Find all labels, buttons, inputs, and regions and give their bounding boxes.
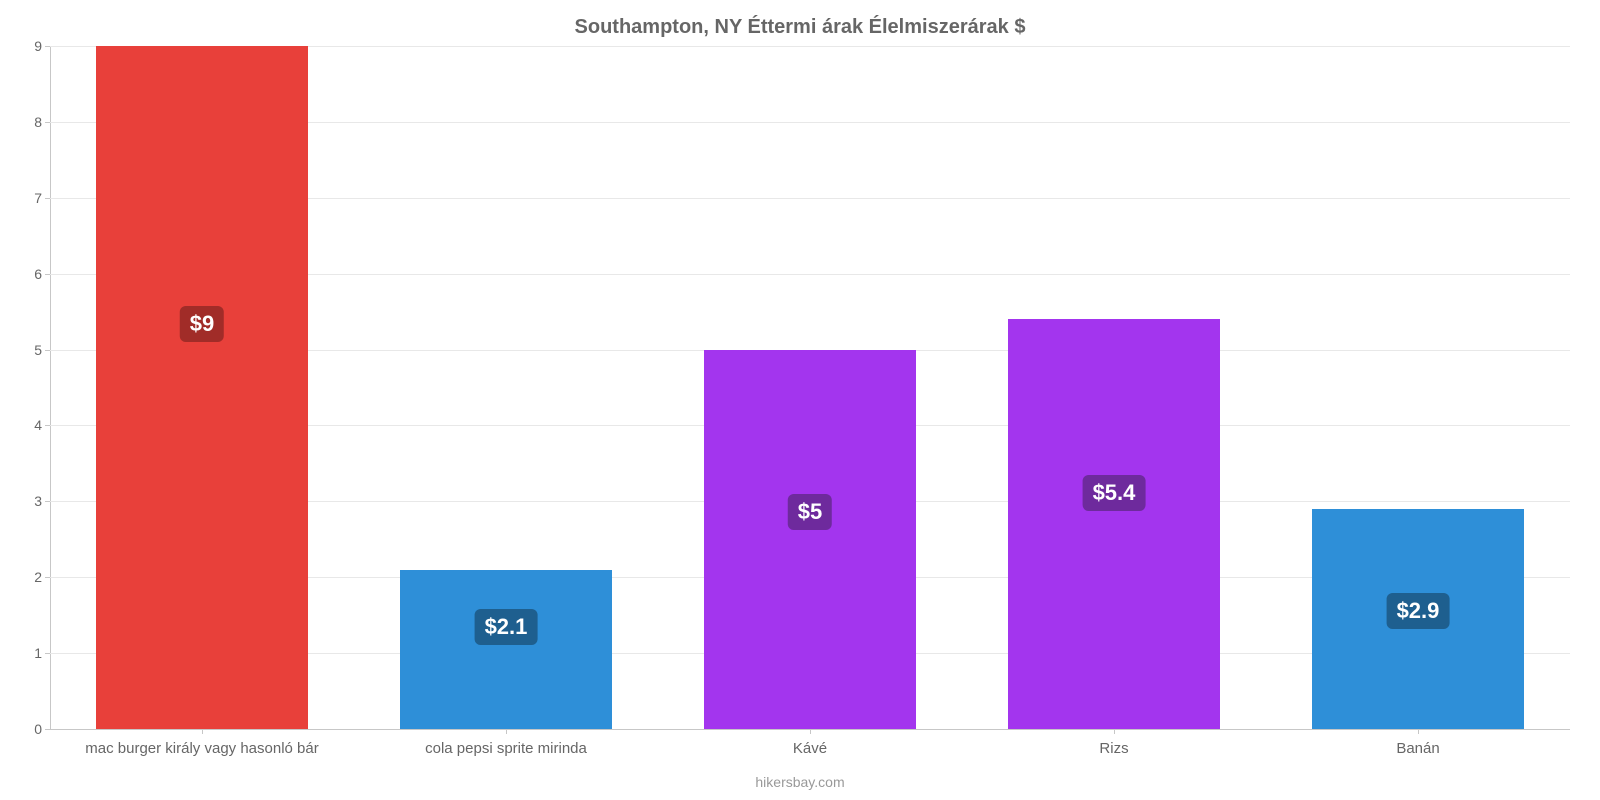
y-tick-label: 1 <box>34 645 50 661</box>
x-axis-label: Rizs <box>1099 740 1128 757</box>
x-axis-label: cola pepsi sprite mirinda <box>425 740 587 757</box>
chart-footer: hikersbay.com <box>0 774 1600 790</box>
y-tick-label: 7 <box>34 190 50 206</box>
x-tick-mark <box>202 729 203 734</box>
value-badge: $2.1 <box>475 609 538 645</box>
plot-area: 0123456789 $9$2.1$5$5.4$2.9 <box>50 46 1570 730</box>
chart-container: Southampton, NY Éttermi árak Élelmiszerá… <box>0 0 1600 800</box>
x-axis-label: Kávé <box>793 740 827 757</box>
bar: $5.4 <box>1008 319 1221 729</box>
chart-title: Southampton, NY Éttermi árak Élelmiszerá… <box>20 16 1580 39</box>
x-axis-labels: mac burger király vagy hasonló bár cola p… <box>50 740 1570 764</box>
value-badge: $2.9 <box>1387 593 1450 629</box>
y-tick-label: 6 <box>34 266 50 282</box>
y-tick-label: 4 <box>34 417 50 433</box>
y-tick-label: 3 <box>34 493 50 509</box>
value-badge: $5.4 <box>1083 475 1146 511</box>
bar: $2.1 <box>400 570 613 729</box>
x-axis-label: mac burger király vagy hasonló bár <box>85 740 318 757</box>
bars-group: $9 $2.1 $5 $5.4 $2.9 <box>50 46 1570 729</box>
value-badge: $9 <box>180 306 224 342</box>
bar: $2.9 <box>1312 509 1525 729</box>
y-tick-label: 5 <box>34 342 50 358</box>
bar: $5 <box>704 350 917 729</box>
y-tick-label: 8 <box>34 114 50 130</box>
x-tick-mark <box>810 729 811 734</box>
x-axis-label: Banán <box>1396 740 1439 757</box>
x-tick-mark <box>1418 729 1419 734</box>
value-badge: $5 <box>788 494 832 530</box>
bar: $9 <box>96 46 309 729</box>
x-tick-mark <box>506 729 507 734</box>
y-tick-label: 2 <box>34 569 50 585</box>
y-tick-label: 0 <box>34 721 50 737</box>
x-tick-mark <box>1114 729 1115 734</box>
y-tick-label: 9 <box>34 38 50 54</box>
